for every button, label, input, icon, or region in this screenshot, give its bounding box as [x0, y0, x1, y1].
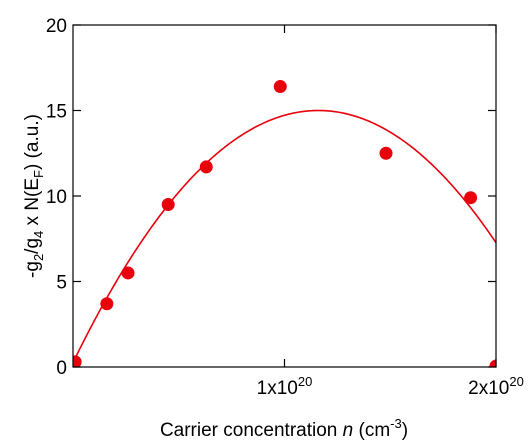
y-tick-label: 5: [56, 273, 67, 294]
data-point: [121, 266, 135, 280]
y-tick-label: 0: [56, 358, 67, 379]
data-point: [199, 160, 213, 174]
plot-frame: [72, 24, 497, 368]
data-point: [273, 80, 287, 94]
y-tick-label: 10: [46, 187, 67, 208]
data-point: [100, 297, 114, 311]
fit-curve-layer: [72, 109, 497, 363]
data-point: [161, 198, 175, 212]
y-ticks-layer: 0 5 10 15 20: [46, 16, 496, 379]
data-point: [73, 355, 82, 367]
x-axis-title: Carrier concentration n (cm-3): [160, 416, 408, 441]
data-points-layer: [73, 80, 496, 367]
data-point: [379, 146, 393, 160]
y-tick-label: 20: [46, 16, 67, 37]
x-ticks-layer: 1x1020 2x1020: [257, 25, 524, 399]
fit-curve: [72, 109, 497, 363]
data-point: [489, 359, 496, 367]
y-axis-title: -g2/g4 x N(EF) (a.u.): [22, 114, 46, 278]
x-tick-label: 1x1020: [257, 374, 313, 399]
y-tick-label: 15: [46, 102, 67, 123]
data-point: [464, 191, 478, 205]
x-tick-label: 2x1020: [468, 374, 524, 399]
